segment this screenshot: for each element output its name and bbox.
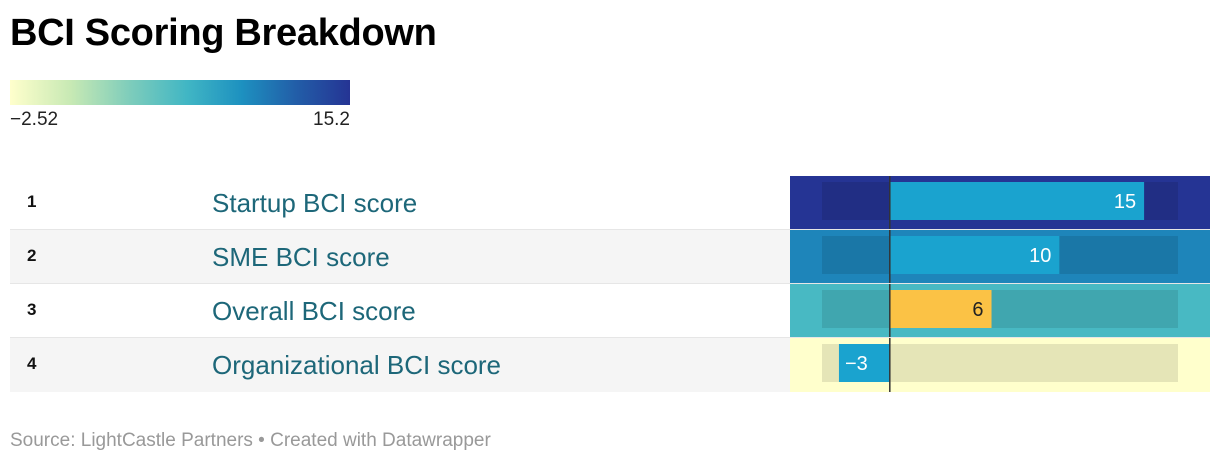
- score-bar-svg: 15: [790, 176, 1210, 229]
- score-bar-svg: 6: [790, 284, 1210, 337]
- score-cell: −3: [790, 338, 1210, 392]
- row-rank: 4: [27, 354, 37, 373]
- bar-track: [822, 290, 1178, 328]
- score-cell: 6: [790, 284, 1210, 337]
- table-row: 1 Startup BCI score 15: [10, 176, 1210, 230]
- score-bar: [838, 344, 890, 382]
- score-value-label: 6: [972, 299, 983, 321]
- cell-heat-bg: [790, 284, 1210, 337]
- score-table: 1 Startup BCI score 15 2 SME BCI score 1…: [10, 176, 1210, 392]
- chart-title: BCI Scoring Breakdown: [10, 12, 437, 54]
- score-bar: [889, 236, 1060, 274]
- score-bar-svg: 10: [790, 230, 1210, 283]
- row-rank: 2: [27, 246, 37, 265]
- score-cell: 15: [790, 176, 1210, 229]
- legend-min-label: −2.52: [10, 109, 59, 130]
- table-row: 3 Overall BCI score 6: [10, 284, 1210, 338]
- score-value-label: 10: [1029, 245, 1051, 267]
- row-label: SME BCI score: [212, 242, 390, 272]
- chart-source: Source: LightCastle Partners • Created w…: [10, 430, 491, 451]
- row-label: Organizational BCI score: [212, 350, 502, 380]
- row-label: Overall BCI score: [212, 296, 416, 326]
- score-bar: [889, 290, 992, 328]
- score-bar-svg: −3: [790, 338, 1210, 392]
- score-value-label: −3: [845, 353, 868, 375]
- table-row: 2 SME BCI score 10: [10, 230, 1210, 284]
- score-cell: 10: [790, 230, 1210, 283]
- row-rank: 3: [27, 300, 37, 319]
- color-legend: −2.52 15.2: [10, 80, 350, 131]
- legend-max-label: 15.2: [313, 109, 350, 130]
- score-value-label: 15: [1114, 191, 1136, 213]
- table-row: 4 Organizational BCI score −3: [10, 338, 1210, 392]
- score-bar: [889, 182, 1145, 220]
- legend-gradient-bar: [10, 80, 350, 105]
- row-rank: 1: [27, 192, 37, 211]
- row-label: Startup BCI score: [212, 188, 418, 218]
